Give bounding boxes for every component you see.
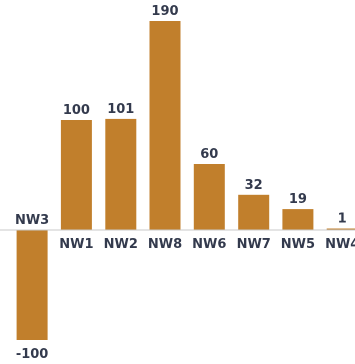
tick-label-nw3: NW3 [15, 213, 49, 228]
value-label-nw2: 101 [107, 102, 134, 117]
bar-nw7 [238, 194, 270, 230]
value-label-nw6: 60 [200, 147, 218, 162]
value-label-nw3: -100 [16, 347, 49, 360]
bar-nw5 [282, 209, 314, 230]
tick-label-nw1: NW1 [59, 237, 93, 252]
tick-label-nw7: NW7 [237, 237, 271, 252]
bar-nw8 [149, 21, 181, 230]
tick-label-nw4: NW4 [325, 237, 355, 252]
tick-label-nw6: NW6 [192, 237, 226, 252]
labels-layer: NW3 -100 NW1 100 NW2 101 NW8 190 NW6 60 NW7 32 NW5 19… [15, 4, 355, 362]
tick-label-nw8: NW8 [148, 237, 182, 252]
value-label-nw5: 19 [289, 192, 307, 207]
tick-label-nw5: NW5 [281, 237, 315, 252]
value-label-nw4: 1 [338, 212, 347, 227]
bars-layer [16, 21, 355, 340]
value-label-nw7: 32 [245, 178, 263, 193]
bar-nw4 [326, 228, 355, 230]
value-label-nw1: 100 [63, 103, 90, 118]
bar-nw3 [16, 230, 48, 340]
bar-nw6 [193, 164, 225, 230]
tick-label-nw2: NW2 [104, 237, 138, 252]
value-label-nw8: 190 [151, 4, 178, 19]
bar-nw2 [105, 118, 137, 230]
bar-nw1 [60, 120, 92, 230]
